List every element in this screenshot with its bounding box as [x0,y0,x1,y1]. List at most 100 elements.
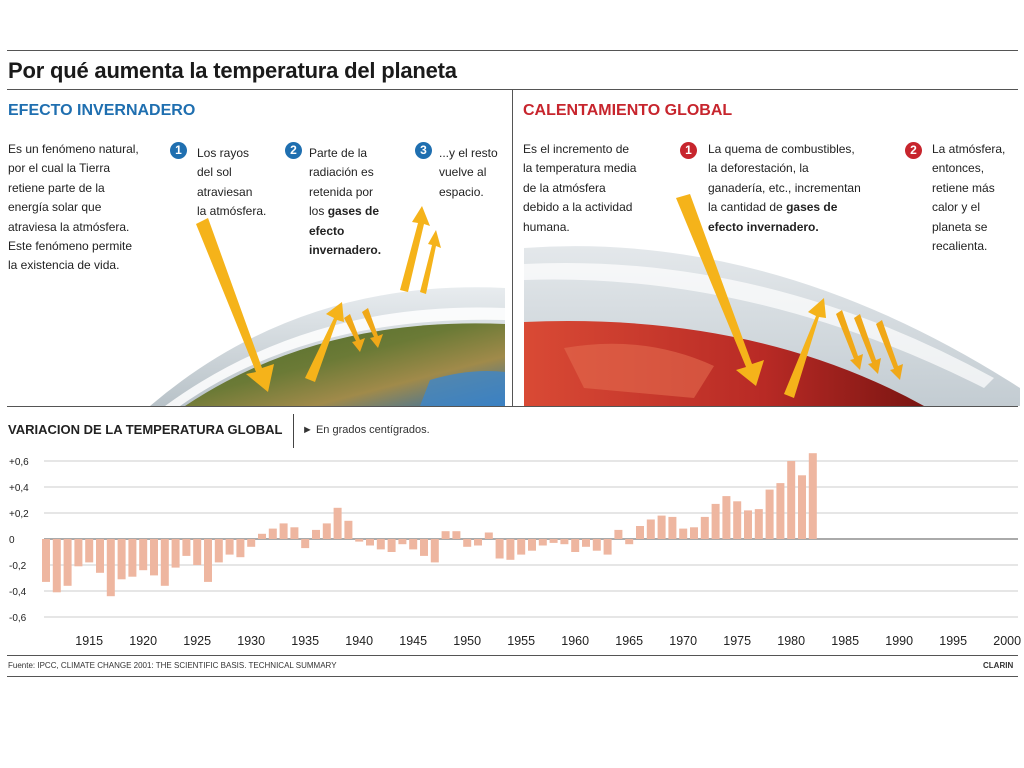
bar-1925 [193,539,202,565]
chart-title-divider [293,414,294,448]
chart-bars [42,453,817,597]
bar-1937 [322,523,331,539]
bar-1956 [528,539,536,551]
bar-1962 [592,539,601,551]
step-3-badge: 3 [415,142,432,159]
step-1-badge: 1 [170,142,187,159]
warming-step-2-badge: 2 [905,142,922,159]
bar-1963 [603,539,612,555]
greenhouse-intro: Es un fenómeno natural, por el cual la Ti… [8,142,139,273]
bar-1917 [106,539,115,597]
x-tick-label: 2000 [993,634,1021,648]
bar-1974 [722,496,731,539]
bar-1950 [463,539,472,547]
bar-1960 [571,539,580,552]
bar-1915 [85,539,94,563]
bar-1953 [495,539,504,559]
bar-1926 [204,539,212,582]
bar-1935 [301,539,310,549]
bar-1966 [636,526,644,539]
bar-1969 [668,516,677,539]
y-tick-label: +0,4 [9,483,29,494]
bar-1924 [182,539,191,556]
bar-1964 [614,529,623,539]
bar-1951 [474,539,482,546]
bar-1978 [765,489,774,539]
y-tick-label: -0,4 [9,587,27,598]
bar-1913 [63,539,72,586]
bar-1977 [754,509,763,539]
x-tick-label: 1980 [777,634,805,648]
bar-1942 [376,539,385,550]
x-tick-label: 1970 [669,634,697,648]
bar-1958 [549,539,558,543]
bar-1982 [808,453,817,539]
x-tick-label: 1985 [831,634,859,648]
bar-1943 [387,539,396,552]
x-tick-label: 1940 [345,634,373,648]
x-tick-label: 1950 [453,634,481,648]
bar-1932 [268,528,277,539]
x-tick-label: 1990 [885,634,913,648]
bar-1972 [700,516,709,539]
greenhouse-title: EFECTO INVERNADERO [8,102,196,119]
bar-1921 [150,539,158,576]
bar-1923 [171,539,180,568]
bar-1970 [679,528,688,539]
greenhouse-step-1-text: Los rayos del sol atraviesan la atmósfera. [197,146,267,219]
bar-1941 [366,539,374,546]
bar-1975 [733,501,742,539]
greenhouse-step-3-text: ...y el resto vuelve al espacio. [439,146,498,199]
bar-1928 [225,539,234,555]
y-tick-label: +0,2 [9,509,29,520]
bar-1955 [517,539,526,555]
bar-1973 [711,503,720,539]
bar-1931 [258,533,266,539]
panel-divider [512,90,513,406]
greenhouse-arrows [196,206,441,392]
bar-1981 [798,475,806,539]
bar-1920 [139,539,148,571]
chart-title: VARIACION DE LA TEMPERATURA GLOBAL [8,422,283,437]
bar-1961 [582,539,590,547]
bar-1933 [279,523,288,539]
bar-1959 [560,539,569,545]
temperature-bar-chart: +0,6 +0,4 +0,2 0 -0,2 -0,4 -0,6 1915 1920 1925 193… [9,453,1021,648]
bar-1980 [787,461,796,539]
warming-intro: Es el incremento de la temperatura media d… [523,142,637,234]
step-2-badge: 2 [285,142,302,159]
bar-1944 [398,539,407,545]
x-tick-label: 1920 [129,634,157,648]
y-tick-label: +0,6 [9,457,29,468]
greenhouse-step-2-text: Parte de la radiación es retenida por los… [309,146,382,258]
x-tick-label: 1995 [939,634,967,648]
bar-1911 [42,539,50,582]
chart-labels: +0,6 +0,4 +0,2 0 -0,2 -0,4 -0,6 1915 1920 1925 193… [9,457,1021,648]
x-tick-label: 1965 [615,634,643,648]
bar-1946 [420,539,428,556]
bar-1952 [484,532,493,539]
source-note: Fuente: IPCC, CLIMATE CHANGE 2001: THE S… [8,661,337,670]
warming-arrows [676,194,903,398]
bar-1947 [430,539,439,563]
y-tick-label: 0 [9,535,15,546]
x-tick-label: 1975 [723,634,751,648]
bar-1919 [128,539,137,577]
page-title: Por qué aumenta la temperatura del plane… [8,58,457,83]
x-tick-label: 1925 [183,634,211,648]
x-tick-label: 1955 [507,634,535,648]
bar-1945 [409,539,418,550]
bar-1939 [344,520,353,539]
chart-bottom-rule [7,655,1018,656]
chart-top-rule [7,406,1018,407]
footer-rule [7,676,1018,677]
credit-label: CLARIN [983,661,1014,670]
bar-1936 [312,529,320,539]
warming-step-1-text: La quema de combustibles, la deforestació… [708,142,861,234]
bar-1927 [214,539,223,563]
warming-step-2-text: La atmósfera, entonces, retiene más calor … [932,142,1006,254]
bar-1929 [236,539,245,558]
x-tick-label: 1915 [75,634,103,648]
bar-1949 [452,531,461,539]
bar-1938 [333,507,342,539]
